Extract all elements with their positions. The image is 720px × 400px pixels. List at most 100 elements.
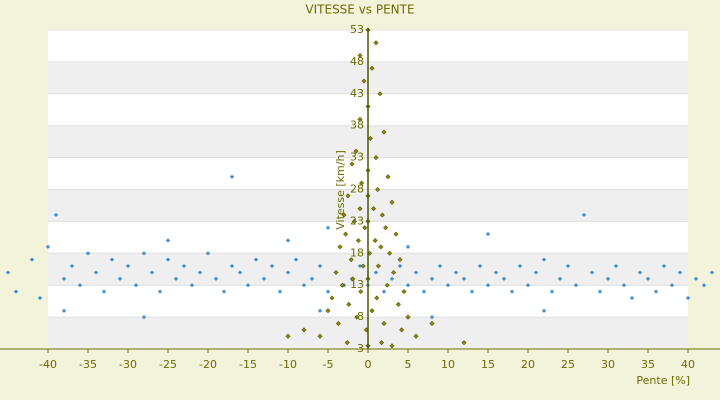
y-tick-label: 33 <box>350 151 364 164</box>
point <box>541 308 547 313</box>
x-tick-label: -5 <box>323 358 334 371</box>
point <box>389 199 395 205</box>
y-axis-label: Vitesse [km/h] <box>334 150 347 230</box>
point <box>189 283 195 288</box>
point <box>421 289 427 294</box>
point <box>379 212 385 218</box>
point <box>501 276 507 281</box>
point <box>358 289 364 295</box>
point <box>357 206 363 212</box>
point <box>343 231 349 237</box>
point <box>509 289 515 294</box>
point <box>685 295 691 301</box>
point <box>461 340 467 346</box>
point <box>357 53 363 58</box>
point <box>361 78 367 84</box>
point <box>429 321 435 326</box>
point <box>429 314 435 320</box>
point <box>181 263 187 269</box>
point <box>367 135 373 141</box>
point <box>333 269 339 275</box>
point <box>285 270 291 275</box>
point <box>357 263 363 269</box>
point <box>645 276 651 281</box>
point <box>377 91 383 97</box>
point <box>393 231 399 237</box>
point <box>344 340 350 346</box>
point <box>379 340 385 346</box>
point <box>345 193 351 199</box>
point <box>329 295 335 301</box>
point <box>165 238 171 243</box>
point <box>405 244 411 250</box>
point <box>301 283 307 288</box>
point <box>381 129 387 135</box>
point <box>373 270 379 275</box>
point <box>337 244 343 250</box>
point <box>389 276 395 281</box>
point <box>405 314 411 320</box>
point <box>395 301 401 307</box>
point <box>325 225 331 230</box>
point <box>372 238 378 244</box>
point <box>397 257 403 263</box>
point <box>301 327 307 333</box>
point <box>373 40 379 46</box>
y-tick-label: 48 <box>350 55 364 68</box>
point <box>397 263 403 269</box>
point <box>229 174 235 179</box>
point <box>173 276 179 281</box>
point <box>141 314 147 320</box>
point <box>350 276 356 282</box>
x-tick-label: 10 <box>441 358 455 371</box>
point <box>613 263 619 269</box>
point <box>205 251 211 256</box>
point <box>369 308 375 314</box>
point <box>469 289 475 294</box>
point <box>346 301 352 307</box>
x-tick-label: 40 <box>681 358 695 371</box>
x-tick-label: -10 <box>279 358 297 371</box>
point <box>157 289 163 294</box>
point <box>375 187 381 192</box>
point <box>445 283 451 288</box>
point <box>381 289 387 294</box>
point <box>335 321 341 326</box>
point <box>45 244 51 250</box>
point <box>293 257 299 262</box>
point <box>341 212 347 218</box>
y-tick-label: 23 <box>350 214 364 227</box>
point <box>477 263 483 269</box>
point <box>573 283 579 288</box>
point <box>517 263 523 269</box>
x-tick-label: -30 <box>119 358 137 371</box>
point <box>621 283 627 288</box>
point <box>221 289 227 294</box>
point <box>461 276 467 281</box>
point <box>353 148 359 154</box>
point <box>401 289 407 295</box>
point <box>453 270 459 275</box>
point <box>317 308 323 313</box>
point <box>399 327 405 333</box>
point <box>360 263 366 269</box>
x-tick-label: 35 <box>641 358 655 371</box>
point <box>349 161 355 167</box>
point <box>605 276 611 281</box>
point <box>133 283 139 288</box>
point <box>317 333 323 339</box>
point <box>354 314 360 320</box>
point <box>493 270 499 275</box>
x-axis-label: Pente [%] <box>636 374 690 387</box>
point <box>709 270 715 275</box>
y-tick-label: 53 <box>350 23 364 36</box>
point <box>355 238 361 244</box>
point <box>381 321 387 326</box>
point <box>653 289 659 294</box>
y-tick-label: 8 <box>357 310 364 323</box>
point <box>359 180 365 186</box>
point <box>53 212 59 218</box>
y-tick-label: 18 <box>350 246 364 259</box>
point <box>165 257 171 262</box>
chart-title: VITESSE vs PENTE <box>305 3 414 17</box>
